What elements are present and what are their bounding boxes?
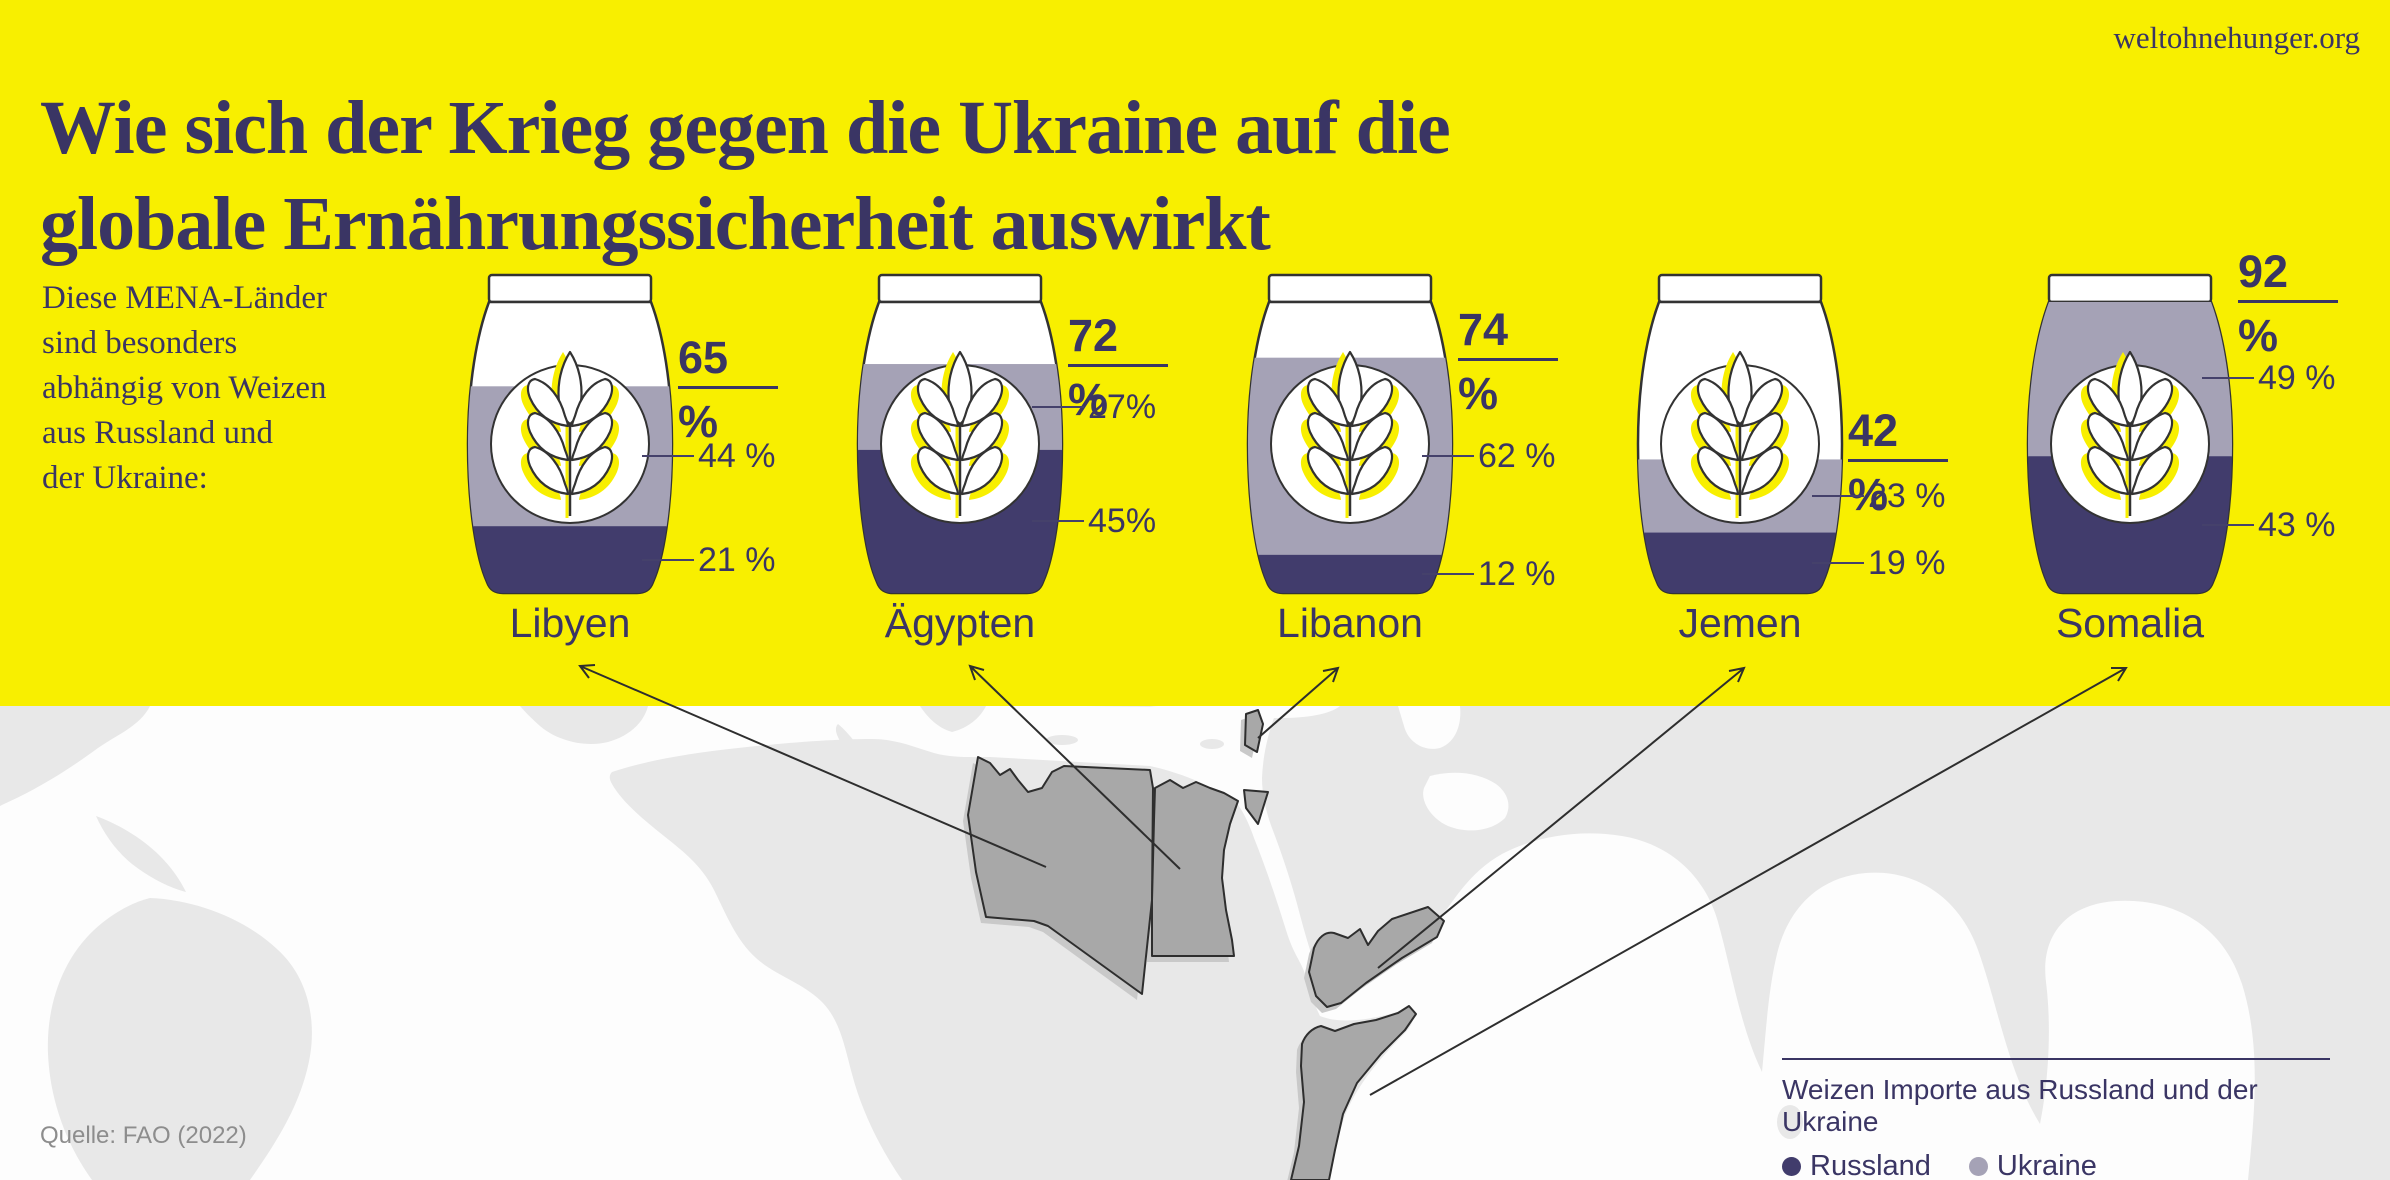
intro-text: Diese MENA-Länder sind besonders abhängi… bbox=[42, 280, 327, 496]
map-country-egypt bbox=[1151, 779, 1239, 957]
country-label-Somalia: Somalia bbox=[2055, 600, 2205, 646]
country-label-Libyen: Libyen bbox=[509, 600, 631, 646]
ukraine-share-label-Jemen: 23 % bbox=[1868, 477, 1946, 515]
wheat-icon bbox=[1690, 350, 1790, 518]
total-share-label-Libanon: 74 % bbox=[1458, 298, 1558, 419]
connector-arrows bbox=[578, 664, 2128, 1096]
arrow-libanon bbox=[1257, 666, 1340, 739]
total-share-label-Somalia: 92 % bbox=[2238, 240, 2338, 361]
map-country-somalia bbox=[1290, 1005, 1417, 1180]
ukraine-share-label-Somalia: 49 % bbox=[2258, 359, 2336, 398]
russia-share-label-Ägypten: 45% bbox=[1088, 502, 1157, 541]
russia-share-label-Somalia: 43 % bbox=[2258, 505, 2336, 544]
source-note: Quelle: FAO (2022) bbox=[40, 1122, 247, 1149]
map-country-sinai bbox=[1243, 789, 1269, 825]
map-iberia bbox=[520, 706, 648, 745]
wheat-sack-Ägypten bbox=[856, 273, 1064, 595]
map-highlighted-countries bbox=[967, 709, 1445, 1180]
russia-callout-line bbox=[1812, 561, 1864, 564]
ukraine-callout-line bbox=[1812, 495, 1864, 497]
sack-lid bbox=[877, 273, 1043, 304]
map-caspian-sea bbox=[1398, 706, 1461, 749]
map-crete bbox=[1046, 735, 1078, 745]
legend-item-label: Russland bbox=[1810, 1150, 1931, 1180]
wheat-sack-Libyen bbox=[466, 273, 674, 595]
russia-band bbox=[1248, 554, 1452, 593]
map-cyprus bbox=[1200, 739, 1224, 749]
map-country-lebanon bbox=[1244, 709, 1264, 753]
wheat-icon bbox=[1300, 350, 1400, 518]
ukraine-share-label-Libyen: 44 % bbox=[698, 437, 776, 476]
map-south-america bbox=[47, 898, 312, 1180]
chart-legend: Weizen Importe aus Russland und der Ukra… bbox=[1782, 1058, 2342, 1180]
map-north-america bbox=[0, 706, 150, 806]
sack-lid bbox=[1657, 273, 1823, 304]
ukraine-callout-line bbox=[642, 455, 694, 458]
russia-callout-line bbox=[1422, 572, 1474, 575]
legend-item-ukraine: Ukraine bbox=[1968, 1150, 2097, 1180]
legend-item-russland: Russland bbox=[1782, 1150, 1931, 1180]
ukraine-share-label-Ägypten: 27% bbox=[1088, 387, 1157, 426]
sack-lid bbox=[2047, 273, 2213, 304]
yellow-header-band bbox=[0, 0, 2390, 706]
ukraine-share-label-Libanon: 62 % bbox=[1478, 437, 1556, 476]
map-persian-gulf bbox=[1423, 772, 1509, 831]
map-asia bbox=[1085, 706, 2390, 1180]
arrow-somalia bbox=[1369, 667, 2128, 1096]
total-share-label-Libyen: 65 % bbox=[678, 326, 778, 447]
ukraine-callout-line bbox=[1422, 455, 1474, 458]
legend-items: Russland Ukraine bbox=[1782, 1150, 2342, 1180]
country-label-Jemen: Jemen bbox=[1678, 600, 1802, 646]
wheat-icon bbox=[910, 350, 1010, 518]
total-share-label-Jemen: 42 % bbox=[1848, 399, 1948, 520]
map-central-america bbox=[96, 816, 186, 892]
sack-lid bbox=[1267, 273, 1433, 304]
russia-share-label-Jemen: 19 % bbox=[1868, 543, 1946, 582]
wheat-sack-Libanon bbox=[1246, 273, 1454, 595]
total-share-label-Ägypten: 72 % bbox=[1068, 304, 1168, 425]
country-label-Libanon: Libanon bbox=[1277, 600, 1423, 646]
sack-lid bbox=[487, 273, 653, 304]
russia-share-label-Libanon: 12 % bbox=[1478, 554, 1556, 593]
wheat-icon bbox=[520, 350, 620, 518]
map-country-yemen bbox=[1308, 906, 1445, 1008]
legend-item-label: Ukraine bbox=[1996, 1150, 2097, 1180]
wheat-sack-Jemen bbox=[1636, 273, 1844, 595]
ukraine-dot-icon bbox=[1968, 1157, 1988, 1176]
country-label-Ägypten: Ägypten bbox=[884, 600, 1036, 646]
russia-callout-line bbox=[642, 558, 694, 561]
site-url[interactable]: weltohnehunger.org bbox=[2113, 20, 2360, 55]
russia-callout-line bbox=[1032, 520, 1084, 523]
ukraine-callout-line bbox=[1032, 405, 1084, 408]
russland-dot-icon bbox=[1782, 1157, 1801, 1176]
russia-band bbox=[468, 526, 672, 593]
ukraine-callout-line bbox=[2202, 377, 2254, 380]
arrow-libyen bbox=[578, 664, 1047, 868]
russia-callout-line bbox=[2202, 523, 2254, 526]
map-country-libya bbox=[967, 756, 1154, 995]
arrow-aegypten bbox=[968, 664, 1181, 870]
arrow-jemen bbox=[1377, 666, 1746, 969]
map-sri-lanka bbox=[1777, 1105, 1803, 1139]
page-title: Wie sich der Krieg gegen die Ukraine auf… bbox=[40, 85, 1451, 266]
wheat-icon bbox=[2080, 350, 2180, 518]
russia-band bbox=[1638, 532, 1842, 593]
map-greece bbox=[920, 706, 986, 732]
legend-divider bbox=[1782, 1058, 2330, 1060]
wheat-sack-Somalia bbox=[2026, 273, 2234, 595]
russia-share-label-Libyen: 21 % bbox=[698, 540, 776, 579]
legend-title: Weizen Importe aus Russland und der Ukra… bbox=[1782, 1074, 2258, 1137]
